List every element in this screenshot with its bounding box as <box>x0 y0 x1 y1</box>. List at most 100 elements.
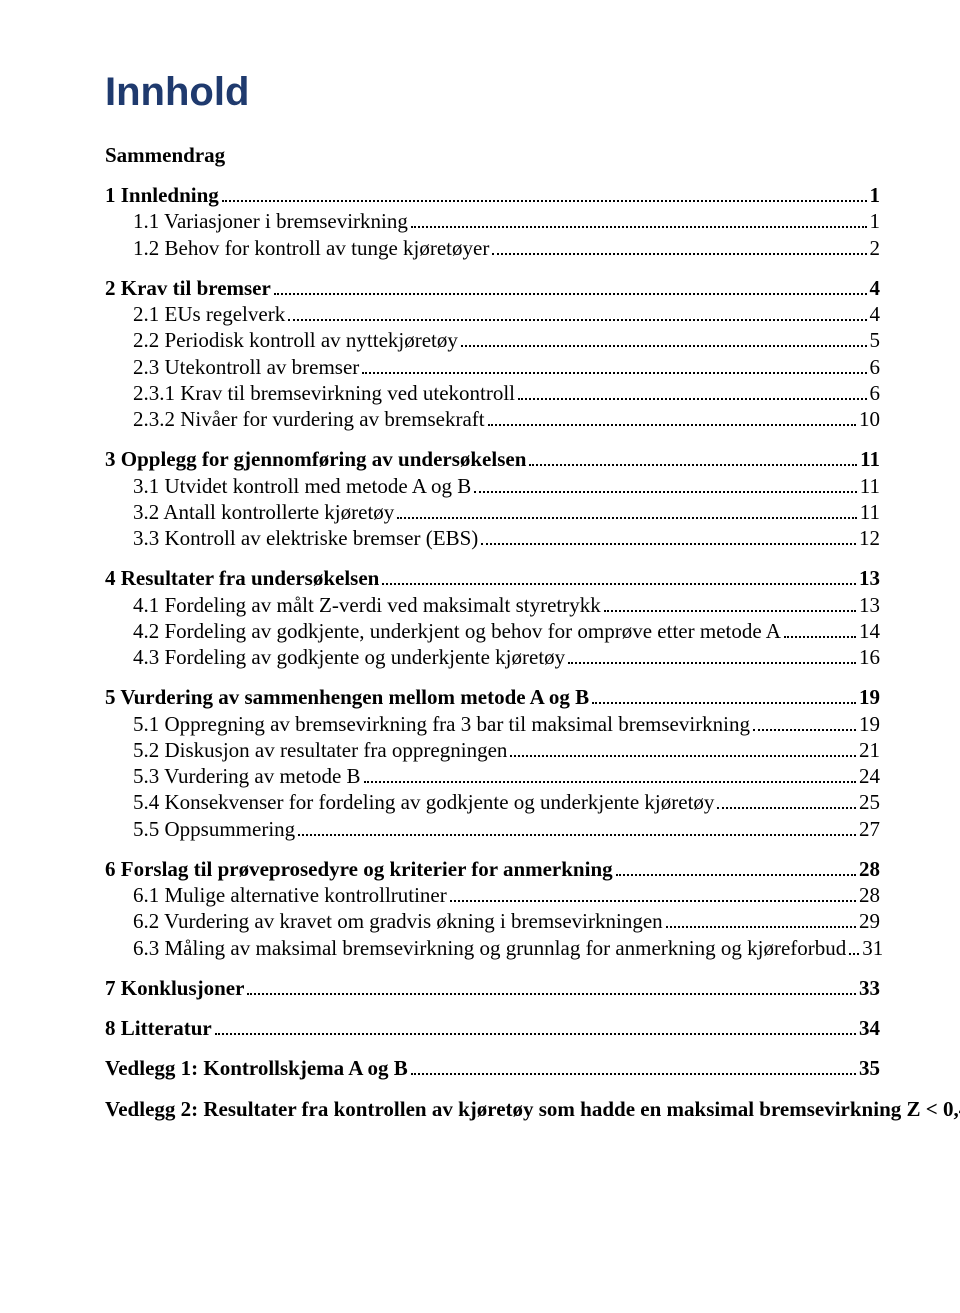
toc-leader <box>849 953 859 955</box>
toc-leader <box>568 662 856 664</box>
toc-entry[interactable]: 4.3 Fordeling av godkjente og underkjent… <box>105 644 880 670</box>
toc-page: 27 <box>859 816 880 842</box>
toc-entry[interactable]: 5.1 Oppregning av bremsevirkning fra 3 b… <box>105 711 880 737</box>
toc-leader <box>717 807 856 809</box>
toc-group-vedlegg-1: Vedlegg 1: Kontrollskjema A og B 35 <box>105 1055 880 1081</box>
toc-leader <box>461 345 867 347</box>
toc-page: 13 <box>859 565 880 591</box>
toc-label: 2.2 Periodisk kontroll av nyttekjøretøy <box>133 327 458 353</box>
toc-label: 2 Krav til bremser <box>105 275 271 301</box>
toc-label: 8 Litteratur <box>105 1015 212 1041</box>
toc-entry[interactable]: 2.3.1 Krav til bremsevirkning ved utekon… <box>105 380 880 406</box>
toc-page: 11 <box>860 446 880 472</box>
toc-entry[interactable]: 5.5 Oppsummering 27 <box>105 816 880 842</box>
toc-page: 11 <box>860 473 880 499</box>
toc-entry[interactable]: 5.4 Konsekvenser for fordeling av godkje… <box>105 789 880 815</box>
toc-label: 7 Konklusjoner <box>105 975 244 1001</box>
toc-page: 6 <box>870 380 881 406</box>
toc-page: 11 <box>860 499 880 525</box>
toc-page: 19 <box>859 711 880 737</box>
toc-heading-row[interactable]: 4 Resultater fra undersøkelsen 13 <box>105 565 880 591</box>
toc-heading-row[interactable]: 8 Litteratur 34 <box>105 1015 880 1041</box>
toc-page: 25 <box>859 789 880 815</box>
toc-label: 4.1 Fordeling av målt Z-verdi ved maksim… <box>133 592 601 618</box>
toc-label: Vedlegg 2: Resultater fra kontrollen av … <box>105 1096 960 1122</box>
toc-heading-row[interactable]: Vedlegg 1: Kontrollskjema A og B 35 <box>105 1055 880 1081</box>
toc-leader <box>481 543 856 545</box>
toc-entry[interactable]: 3.3 Kontroll av elektriske bremser (EBS)… <box>105 525 880 551</box>
toc-page: 10 <box>859 406 880 432</box>
toc-page: 19 <box>859 684 880 710</box>
toc-leader <box>215 1033 856 1035</box>
toc-leader <box>397 517 856 519</box>
toc-label: 3.2 Antall kontrollerte kjøretøy <box>133 499 394 525</box>
toc-group-vedlegg-2: Vedlegg 2: Resultater fra kontrollen av … <box>105 1096 880 1122</box>
toc-group-8: 8 Litteratur 34 <box>105 1015 880 1041</box>
toc-entry[interactable]: 6.2 Vurdering av kravet om gradvis øknin… <box>105 908 880 934</box>
toc-page: 4 <box>870 275 881 301</box>
toc-label: 3 Opplegg for gjennomføring av undersøke… <box>105 446 526 472</box>
toc-label: 3.3 Kontroll av elektriske bremser (EBS) <box>133 525 478 551</box>
toc-entry[interactable]: 2.3.2 Nivåer for vurdering av bremsekraf… <box>105 406 880 432</box>
toc-page: 33 <box>859 975 880 1001</box>
toc-page: 1 <box>870 208 881 234</box>
toc-leader <box>382 583 856 585</box>
toc-heading-row[interactable]: 5 Vurdering av sammenhengen mellom metod… <box>105 684 880 710</box>
toc-heading-row[interactable]: 6 Forslag til prøveprosedyre og kriterie… <box>105 856 880 882</box>
toc-entry[interactable]: 3.2 Antall kontrollerte kjøretøy 11 <box>105 499 880 525</box>
toc-leader <box>411 226 867 228</box>
toc-heading: Sammendrag <box>105 143 880 168</box>
toc-entry[interactable]: 4.2 Fordeling av godkjente, underkjent o… <box>105 618 880 644</box>
toc-page: 13 <box>859 592 880 618</box>
toc-entry[interactable]: 6.3 Måling av maksimal bremsevirkning og… <box>105 935 880 961</box>
toc-group-2: 2 Krav til bremser 4 2.1 EUs regelverk 4… <box>105 275 880 433</box>
toc-page: 24 <box>859 763 880 789</box>
toc-page: 34 <box>859 1015 880 1041</box>
toc-label: 3.1 Utvidet kontroll med metode A og B <box>133 473 471 499</box>
toc-leader <box>222 200 867 202</box>
toc-group-3: 3 Opplegg for gjennomføring av undersøke… <box>105 446 880 551</box>
toc-heading-row[interactable]: Vedlegg 2: Resultater fra kontrollen av … <box>105 1096 880 1122</box>
toc-leader <box>616 874 856 876</box>
toc-page: 12 <box>859 525 880 551</box>
toc-label: 2.3 Utekontroll av bremser <box>133 354 359 380</box>
toc-label: 1.2 Behov for kontroll av tunge kjøretøy… <box>133 235 489 261</box>
toc-heading-row[interactable]: 3 Opplegg for gjennomføring av undersøke… <box>105 446 880 472</box>
toc-label: 4.3 Fordeling av godkjente og underkjent… <box>133 644 565 670</box>
toc-entry[interactable]: 6.1 Mulige alternative kontrollrutiner 2… <box>105 882 880 908</box>
toc-entry[interactable]: 1.1 Variasjoner i bremsevirkning 1 <box>105 208 880 234</box>
toc-label: 5.1 Oppregning av bremsevirkning fra 3 b… <box>133 711 750 737</box>
toc-entry[interactable]: 4.1 Fordeling av målt Z-verdi ved maksim… <box>105 592 880 618</box>
toc-entry[interactable]: 5.3 Vurdering av metode B 24 <box>105 763 880 789</box>
toc-entry[interactable]: 5.2 Diskusjon av resultater fra oppregni… <box>105 737 880 763</box>
toc-label: 6.2 Vurdering av kravet om gradvis øknin… <box>133 908 663 934</box>
toc-group-6: 6 Forslag til prøveprosedyre og kriterie… <box>105 856 880 961</box>
toc-leader <box>529 464 857 466</box>
toc-group-4: 4 Resultater fra undersøkelsen 13 4.1 Fo… <box>105 565 880 670</box>
toc-leader <box>288 319 866 321</box>
toc-heading-row[interactable]: 7 Konklusjoner 33 <box>105 975 880 1001</box>
toc-entry[interactable]: 2.1 EUs regelverk 4 <box>105 301 880 327</box>
toc-entry[interactable]: 2.3 Utekontroll av bremser 6 <box>105 354 880 380</box>
toc-leader <box>488 424 856 426</box>
toc-page: 28 <box>859 856 880 882</box>
toc-entry[interactable]: 2.2 Periodisk kontroll av nyttekjøretøy … <box>105 327 880 353</box>
toc-heading-row[interactable]: 1 Innledning 1 <box>105 182 880 208</box>
toc-page: 4 <box>870 301 881 327</box>
toc-page: 2 <box>870 235 881 261</box>
toc-heading-row[interactable]: 2 Krav til bremser 4 <box>105 275 880 301</box>
toc-leader <box>474 491 856 493</box>
toc-label: 6 Forslag til prøveprosedyre og kriterie… <box>105 856 613 882</box>
toc-entry[interactable]: 3.1 Utvidet kontroll med metode A og B 1… <box>105 473 880 499</box>
toc-page: 35 <box>859 1055 880 1081</box>
toc-label: 5.2 Diskusjon av resultater fra oppregni… <box>133 737 507 763</box>
page-title: Innhold <box>105 70 880 115</box>
toc-label: 4.2 Fordeling av godkjente, underkjent o… <box>133 618 781 644</box>
toc-entry[interactable]: 1.2 Behov for kontroll av tunge kjøretøy… <box>105 235 880 261</box>
toc-label: 2.3.2 Nivåer for vurdering av bremsekraf… <box>133 406 485 432</box>
toc-page: 31 <box>862 935 883 961</box>
toc-label: 5 Vurdering av sammenhengen mellom metod… <box>105 684 589 710</box>
toc-label: 1.1 Variasjoner i bremsevirkning <box>133 208 408 234</box>
toc-leader <box>492 253 866 255</box>
toc-label: 2.1 EUs regelverk <box>133 301 285 327</box>
